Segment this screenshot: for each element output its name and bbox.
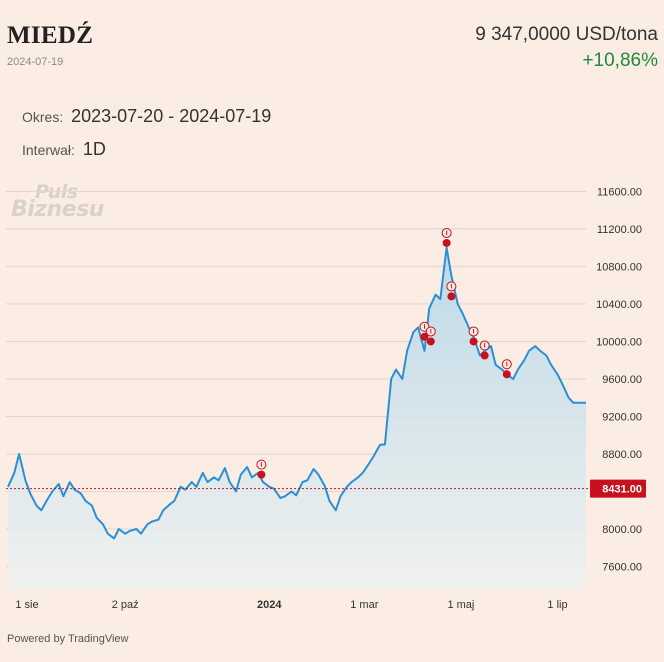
puls-biznesu-watermark: Puls Biznesu (11, 181, 104, 222)
y-tick-label: 8000.00 (602, 524, 642, 536)
y-tick-label: 10800.00 (596, 261, 642, 273)
y-tick-label: 11600.00 (597, 186, 642, 198)
event-marker (256, 459, 267, 479)
y-axis: 7600.008000.008400.008800.009200.009600.… (596, 186, 642, 573)
powered-by-link[interactable]: Powered by TradingView (7, 633, 129, 645)
x-axis: 1 sie 2 paź 2024 1 mar 1 maj 1 lip (15, 599, 567, 611)
x-tick-label: 2 paź (112, 599, 139, 611)
y-tick-label: 8800.00 (602, 449, 642, 461)
event-marker (446, 281, 457, 301)
event-marker-dot (442, 238, 451, 247)
interval-row: Interwał: 1D (22, 139, 106, 160)
reference-label-group: 8431.00 (590, 479, 646, 498)
event-marker-dot (480, 351, 489, 360)
current-price: 9 347,0000 USD/tona (475, 24, 658, 45)
watermark-line1: Puls (35, 181, 78, 203)
x-tick-label: 1 mar (350, 599, 378, 611)
event-markers (256, 227, 512, 479)
event-marker-dot (469, 337, 478, 346)
y-tick-label: 10400.00 (596, 299, 642, 311)
event-marker-dot (257, 470, 266, 479)
y-tick-label: 9600.00 (602, 374, 642, 386)
y-tick-label: 9200.00 (602, 411, 642, 423)
event-marker (468, 326, 479, 346)
interval-value[interactable]: 1D (82, 139, 106, 159)
commodity-title: MIEDŹ (7, 22, 94, 49)
period-label: Okres: (22, 109, 64, 125)
event-marker-dot (447, 292, 456, 301)
quote-date: 2024-07-19 (7, 56, 64, 68)
x-tick-label: 1 maj (447, 599, 474, 611)
y-tick-label: 10000.00 (596, 336, 642, 348)
reference-label-bg (590, 479, 646, 498)
watermark-line2: Biznesu (11, 197, 104, 222)
event-marker (501, 359, 512, 379)
y-tick-label: 11200.00 (597, 224, 642, 236)
event-marker (425, 326, 436, 346)
event-marker (479, 340, 490, 360)
event-marker-dot (502, 370, 511, 379)
reference-label: 8431.00 (602, 484, 642, 496)
y-tick-label: 7600.00 (602, 562, 642, 574)
period-row: Okres: 2023-07-20 - 2024-07-19 (22, 106, 271, 127)
event-marker-dot (420, 332, 429, 341)
period-value[interactable]: 2023-07-20 - 2024-07-19 (71, 106, 272, 126)
x-tick-label: 1 lip (547, 599, 567, 611)
interval-label: Interwał: (22, 142, 75, 158)
event-marker-dot (426, 337, 435, 346)
x-tick-label: 2024 (257, 599, 282, 611)
price-area (8, 247, 586, 590)
x-tick-label: 1 sie (15, 599, 38, 611)
event-marker (441, 227, 452, 247)
price-change: +10,86% (582, 50, 658, 71)
